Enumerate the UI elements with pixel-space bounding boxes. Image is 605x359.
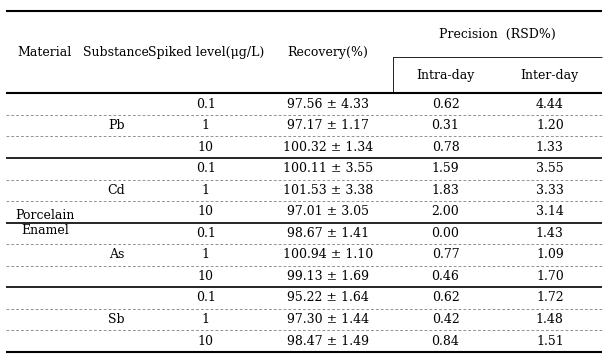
Text: 0.00: 0.00 [431, 227, 459, 240]
Text: 0.1: 0.1 [196, 162, 215, 175]
Text: 1: 1 [201, 119, 210, 132]
Text: 100.32 ± 1.34: 100.32 ± 1.34 [283, 141, 373, 154]
Text: 99.13 ± 1.69: 99.13 ± 1.69 [287, 270, 369, 283]
Text: 1.59: 1.59 [432, 162, 459, 175]
Text: 97.17 ± 1.17: 97.17 ± 1.17 [287, 119, 369, 132]
Text: Porcelain
Enamel: Porcelain Enamel [15, 209, 74, 237]
Text: 10: 10 [198, 141, 214, 154]
Text: 0.84: 0.84 [431, 335, 459, 348]
Text: 98.67 ± 1.41: 98.67 ± 1.41 [287, 227, 369, 240]
Text: 1: 1 [201, 248, 210, 261]
Text: 1.83: 1.83 [431, 184, 459, 197]
Text: 95.22 ± 1.64: 95.22 ± 1.64 [287, 292, 369, 304]
Text: 1.09: 1.09 [536, 248, 564, 261]
Text: 4.44: 4.44 [536, 98, 564, 111]
Text: 0.1: 0.1 [196, 227, 215, 240]
Text: 10: 10 [198, 270, 214, 283]
Text: 1.72: 1.72 [536, 292, 564, 304]
Text: As: As [109, 248, 124, 261]
Text: Inter-day: Inter-day [521, 69, 579, 82]
Text: 1.43: 1.43 [536, 227, 564, 240]
Text: 0.77: 0.77 [432, 248, 459, 261]
Text: 1.33: 1.33 [536, 141, 564, 154]
Text: 1.20: 1.20 [536, 119, 564, 132]
Text: 97.56 ± 4.33: 97.56 ± 4.33 [287, 98, 369, 111]
Text: 97.30 ± 1.44: 97.30 ± 1.44 [287, 313, 369, 326]
Text: 98.47 ± 1.49: 98.47 ± 1.49 [287, 335, 369, 348]
Text: 3.14: 3.14 [536, 205, 564, 218]
Text: Substance: Substance [83, 46, 149, 59]
Text: 3.55: 3.55 [536, 162, 564, 175]
Text: 0.46: 0.46 [431, 270, 459, 283]
Text: 1.51: 1.51 [536, 335, 564, 348]
Text: Spiked level(μg/L): Spiked level(μg/L) [148, 46, 264, 59]
Text: 3.33: 3.33 [536, 184, 564, 197]
Text: Intra-day: Intra-day [416, 69, 475, 82]
Text: 10: 10 [198, 205, 214, 218]
Text: 97.01 ± 3.05: 97.01 ± 3.05 [287, 205, 369, 218]
Text: Precision  (RSD%): Precision (RSD%) [439, 28, 556, 41]
Text: Recovery(%): Recovery(%) [287, 46, 368, 59]
Text: Pb: Pb [108, 119, 125, 132]
Text: 0.62: 0.62 [432, 98, 459, 111]
Text: Cd: Cd [108, 184, 125, 197]
Text: 0.31: 0.31 [431, 119, 459, 132]
Text: 0.1: 0.1 [196, 98, 215, 111]
Text: 0.42: 0.42 [432, 313, 459, 326]
Text: 1: 1 [201, 313, 210, 326]
Text: Material: Material [18, 46, 72, 59]
Text: 1.70: 1.70 [536, 270, 564, 283]
Text: 100.11 ± 3.55: 100.11 ± 3.55 [283, 162, 373, 175]
Text: 1.48: 1.48 [536, 313, 564, 326]
Text: 101.53 ± 3.38: 101.53 ± 3.38 [283, 184, 373, 197]
Text: 0.1: 0.1 [196, 292, 215, 304]
Text: Sb: Sb [108, 313, 125, 326]
Text: 1: 1 [201, 184, 210, 197]
Text: 100.94 ± 1.10: 100.94 ± 1.10 [283, 248, 373, 261]
Text: 0.62: 0.62 [432, 292, 459, 304]
Text: 10: 10 [198, 335, 214, 348]
Text: 2.00: 2.00 [432, 205, 459, 218]
Text: 0.78: 0.78 [432, 141, 459, 154]
